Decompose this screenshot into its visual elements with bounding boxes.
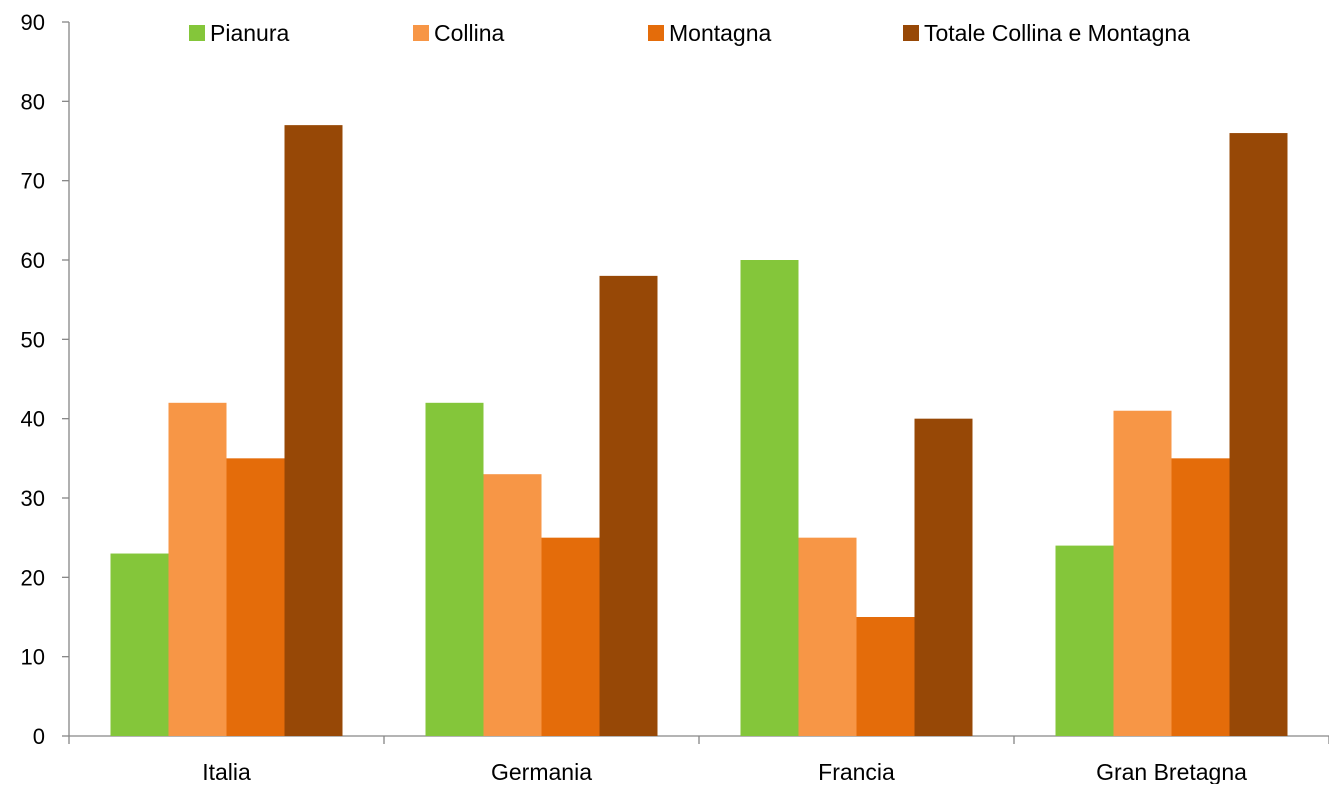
legend-swatch: [903, 25, 919, 41]
bar: [226, 458, 285, 736]
x-tick-label: Gran Bretagna: [1096, 759, 1247, 784]
y-tick-label: 10: [21, 645, 45, 670]
bar: [599, 275, 658, 736]
legend-label: Montagna: [669, 20, 772, 46]
y-tick-label: 50: [21, 327, 45, 352]
legend-label: Pianura: [210, 20, 289, 46]
y-tick-label: 0: [33, 724, 45, 749]
bar: [168, 402, 227, 736]
bar: [425, 402, 484, 736]
legend-swatch: [189, 25, 205, 41]
legend-label: Totale Collina e Montagna: [924, 20, 1190, 46]
y-tick-label: 90: [21, 10, 45, 35]
y-tick-label: 30: [21, 486, 45, 511]
bar: [284, 125, 343, 737]
bar: [1113, 410, 1172, 736]
bar: [914, 418, 973, 736]
x-tick-label: Francia: [818, 759, 895, 784]
legend-swatch: [648, 25, 664, 41]
x-tick-label: Italia: [202, 759, 251, 784]
y-tick-label: 40: [21, 407, 45, 432]
bar: [856, 617, 915, 736]
bar: [1171, 458, 1230, 736]
bar: [1229, 133, 1288, 737]
x-tick-label: Germania: [491, 759, 592, 784]
y-tick-label: 80: [21, 89, 45, 114]
y-tick-label: 70: [21, 169, 45, 194]
bar: [541, 537, 600, 736]
bar: [1055, 545, 1114, 736]
y-tick-label: 20: [21, 565, 45, 590]
bar: [110, 553, 169, 736]
bar: [483, 474, 542, 736]
legend: Pianura Collina Montagna Totale Collina e M…: [189, 20, 1190, 46]
y-tick-label: 60: [21, 248, 45, 273]
legend-swatch: [413, 25, 429, 41]
legend-label: Collina: [434, 20, 505, 46]
bars: [110, 125, 1288, 737]
axes: 0 10 20 30 40 50 60 70 80 90 Italia Germania Francia…: [21, 10, 1329, 785]
bar: [798, 537, 857, 736]
bar: [740, 260, 799, 736]
